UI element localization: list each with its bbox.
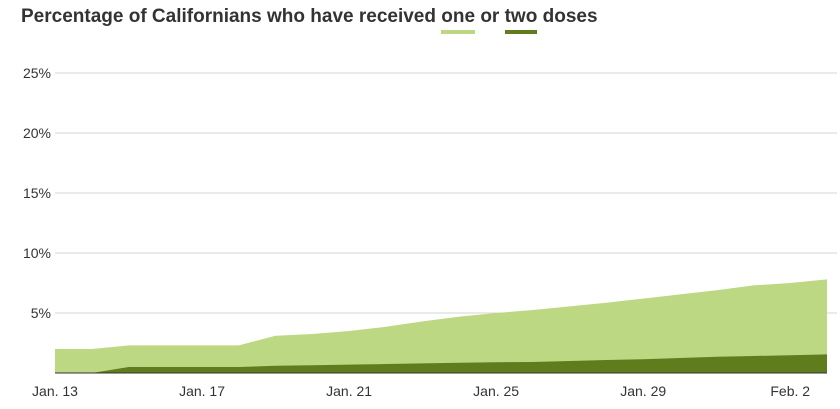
y-tick-label: 25% xyxy=(23,65,51,81)
chart-title: Percentage of Californians who have rece… xyxy=(21,6,598,34)
title-text: Percentage of Californians who have rece… xyxy=(21,6,436,27)
x-tick-label: Jan. 21 xyxy=(326,383,372,399)
area-series-two xyxy=(55,354,827,373)
y-tick-label: 20% xyxy=(23,125,51,141)
x-tick-label: Feb. 2 xyxy=(770,383,810,399)
x-tick-label: Jan. 13 xyxy=(32,383,78,399)
legend-one: one xyxy=(441,6,476,34)
x-tick-label: Jan. 29 xyxy=(620,383,666,399)
y-tick-label: 10% xyxy=(23,245,51,261)
x-tick-label: Jan. 17 xyxy=(179,383,225,399)
y-tick-label: 5% xyxy=(31,305,51,321)
legend-two: two xyxy=(504,6,538,34)
area-series-one xyxy=(55,279,827,373)
y-tick-label: 15% xyxy=(23,185,51,201)
x-tick-label: Jan. 25 xyxy=(473,383,519,399)
title-doses: doses xyxy=(542,6,598,27)
title-or: or xyxy=(480,6,500,27)
